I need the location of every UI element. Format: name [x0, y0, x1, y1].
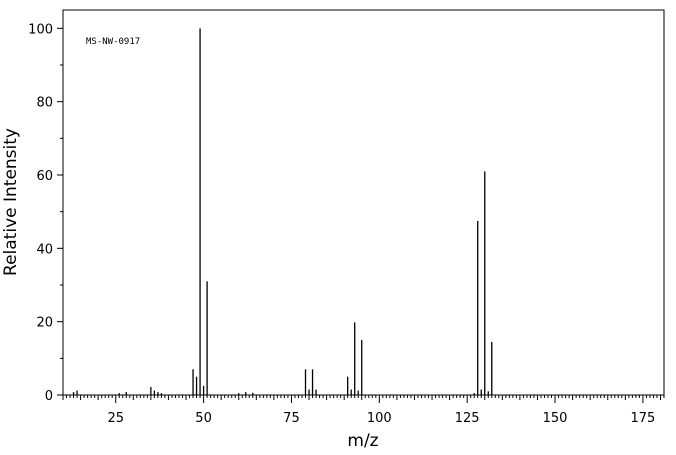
- x-tick-label: 175: [630, 411, 655, 426]
- y-axis-ticks: 0 20 40 60 80 100: [28, 22, 63, 404]
- y-axis-title: Relative Intensity: [1, 128, 21, 276]
- y-tick-label: 20: [36, 316, 53, 331]
- y-tick-label: 80: [36, 96, 53, 111]
- x-tick-label: 125: [455, 411, 480, 426]
- plot-frame: [62, 9, 665, 396]
- y-tick-label: 100: [28, 22, 53, 37]
- x-axis-ticks: 25 50 75 100 125 150 175: [62, 395, 665, 426]
- spectrum-peaks: [72, 28, 493, 395]
- x-tick-label: 25: [107, 411, 124, 426]
- y-tick-label: 0: [45, 389, 53, 404]
- x-tick-label: 75: [283, 411, 300, 426]
- x-tick-label: 150: [543, 411, 568, 426]
- x-tick-label: 100: [367, 411, 392, 426]
- y-tick-label: 60: [36, 169, 53, 184]
- x-axis-title: m/z: [347, 431, 378, 451]
- x-tick-label: 50: [195, 411, 212, 426]
- y-tick-label: 40: [36, 242, 53, 257]
- spectrum-id-annotation: MS-NW-0917: [86, 37, 140, 47]
